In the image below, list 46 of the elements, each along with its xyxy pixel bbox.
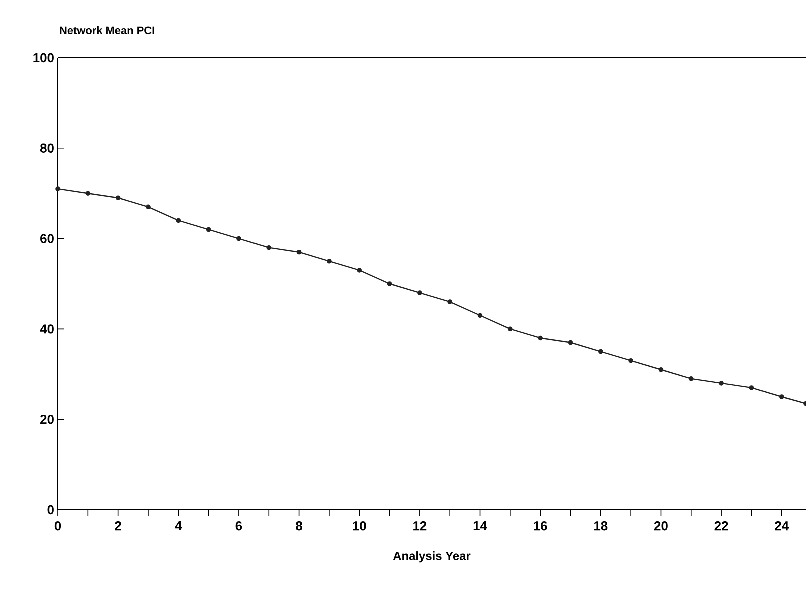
- x-tick-label: 6: [236, 522, 242, 531]
- point: [266, 245, 272, 250]
- x-tick-label: 20: [654, 522, 668, 531]
- y-tick-label: 80: [40, 144, 54, 153]
- point: [116, 196, 121, 201]
- point: [779, 394, 784, 400]
- point: [86, 191, 91, 196]
- point: [357, 268, 362, 273]
- x-tick-label: 22: [714, 522, 728, 531]
- x-tick-label: 4: [175, 522, 182, 530]
- point: [146, 204, 151, 210]
- x-tick-label: 10: [353, 522, 366, 531]
- point: [538, 336, 543, 341]
- x-tick-label: 8: [296, 522, 303, 531]
- x-tick-label: 14: [474, 522, 488, 530]
- point: [206, 227, 212, 232]
- x-axis-title: Analysis Year: [393, 552, 471, 563]
- point: [598, 349, 604, 354]
- point: [418, 290, 422, 296]
- y-tick-label: 40: [40, 324, 54, 334]
- point: [387, 282, 392, 286]
- x-tick-label: 2: [115, 522, 122, 531]
- point: [56, 186, 60, 192]
- x-tick-label: 0: [54, 522, 62, 531]
- point: [749, 386, 754, 390]
- point: [628, 358, 634, 364]
- point: [478, 313, 483, 318]
- y-tick-label: 60: [40, 234, 54, 244]
- point: [176, 218, 182, 224]
- x-tick-label: 24: [775, 522, 790, 531]
- point: [236, 236, 242, 242]
- x-tick-label: 16: [534, 522, 548, 531]
- point: [296, 250, 302, 255]
- chart-title: Network Mean PCI: [60, 26, 154, 34]
- point: [327, 259, 332, 264]
- point: [658, 367, 664, 372]
- point: [508, 326, 513, 332]
- y-tick-label: 0: [48, 505, 54, 515]
- point: [448, 300, 452, 304]
- point: [719, 381, 724, 386]
- y-tick-label: 100: [34, 53, 54, 63]
- x-tick-label: 18: [594, 522, 608, 531]
- y-tick-label: 20: [40, 415, 54, 424]
- point: [568, 340, 574, 346]
- point: [689, 376, 694, 382]
- x-tick-label: 12: [414, 522, 427, 531]
